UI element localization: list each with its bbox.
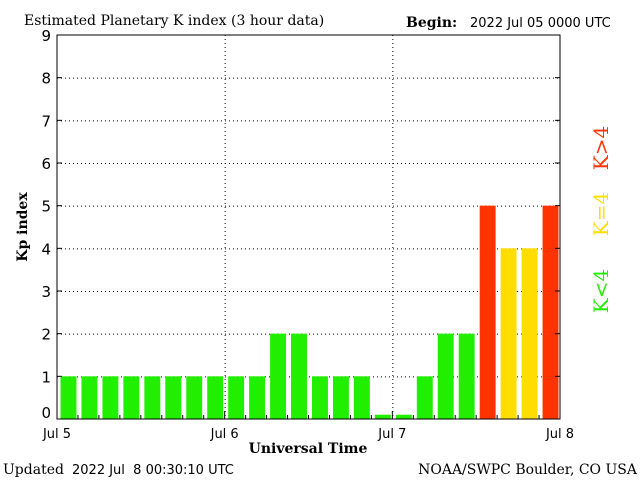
legend-above4: K>4: [589, 126, 613, 170]
kp-bar: [60, 376, 77, 419]
y-tick-label: 1: [41, 368, 51, 386]
chart-title: Estimated Planetary K index (3 hour data…: [24, 13, 324, 29]
kp-bar: [395, 414, 412, 419]
kp-bar: [228, 376, 245, 419]
kp-bar: [165, 376, 182, 419]
kp-bar: [458, 333, 475, 419]
updated-label: Updated: [3, 462, 64, 478]
source-credit: NOAA/SWPC Boulder, CO USA: [418, 462, 638, 478]
y-tick-label: 6: [41, 155, 51, 173]
kp-bar: [332, 376, 349, 419]
kp-bar: [437, 333, 454, 419]
kp-bar: [270, 333, 287, 419]
kp-bar: [353, 376, 370, 419]
kp-bar: [291, 333, 307, 419]
kp-bar: [500, 248, 517, 419]
y-tick-label: 7: [41, 112, 51, 130]
kp-bar: [479, 205, 496, 419]
kp-bar: [374, 414, 391, 419]
x-axis-label: Universal Time: [249, 441, 368, 457]
legend-equal4: K=4: [589, 192, 613, 236]
kp-bar: [312, 376, 328, 419]
legend-below4: K<4: [589, 269, 613, 313]
y-tick-label: 5: [41, 198, 51, 216]
kp-bar: [123, 376, 140, 419]
y-axis-label: Kp index: [15, 192, 31, 262]
y-tick-label: 9: [41, 27, 51, 45]
kp-bar: [542, 205, 559, 419]
kp-bar: [416, 376, 433, 419]
kp-bar: [521, 248, 538, 419]
kp-bar: [102, 376, 119, 419]
kp-bar: [186, 376, 203, 419]
y-tick-label: 3: [41, 283, 51, 301]
y-tick-label: 8: [41, 70, 51, 88]
x-tick-label: Jul 8: [545, 427, 574, 442]
y-tick-label: 0: [41, 404, 51, 422]
y-tick-label: 4: [41, 240, 51, 258]
y-tick-label: 2: [41, 326, 51, 344]
x-tick-label: Jul 7: [377, 427, 406, 442]
kp-bar: [81, 376, 98, 419]
begin-value: 2022 Jul 05 0000 UTC: [470, 16, 611, 31]
x-tick-label: Jul 5: [42, 427, 71, 442]
begin-label: Begin:: [406, 15, 457, 31]
kp-bar: [249, 376, 266, 419]
kp-bar: [144, 376, 161, 419]
kp-bar: [207, 376, 224, 419]
x-tick-label: Jul 6: [210, 427, 239, 442]
updated-value: 2022 Jul 8 00:30:10 UTC: [72, 463, 234, 478]
